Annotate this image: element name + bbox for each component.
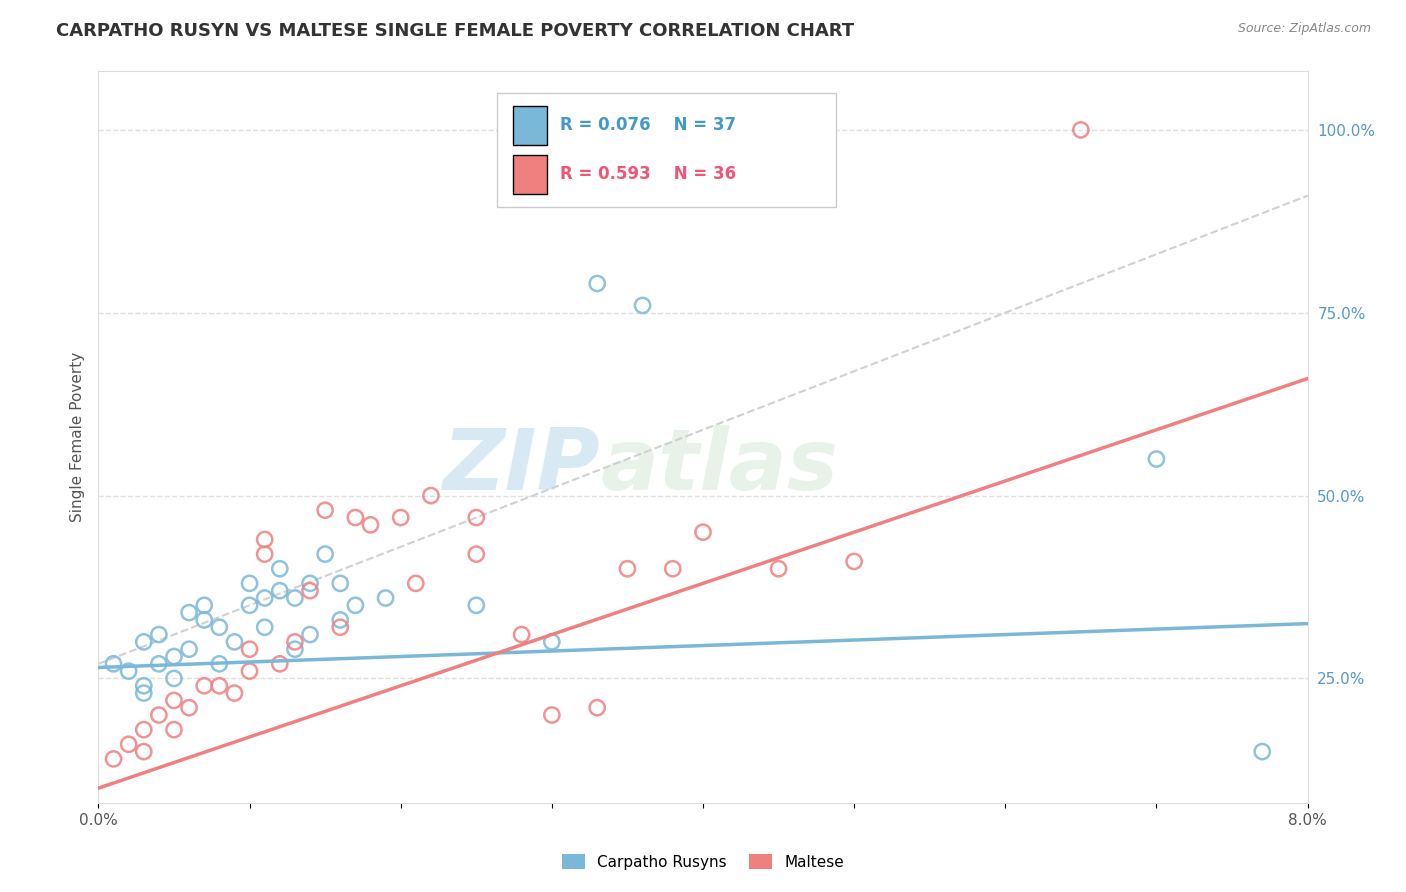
Point [253,620,276,634]
Point [163,723,186,737]
Point [692,525,714,540]
Point [329,613,352,627]
Point [284,642,307,657]
Text: Source: ZipAtlas.com: Source: ZipAtlas.com [1237,22,1371,36]
Point [208,620,231,634]
Point [360,517,382,532]
Point [253,591,276,605]
Point [586,277,609,291]
FancyBboxPatch shape [498,94,837,207]
Point [329,620,352,634]
Point [344,599,367,613]
Point [389,510,412,524]
Point [314,547,336,561]
Point [148,708,170,723]
Point [148,657,170,671]
Point [344,510,367,524]
Point [132,686,155,700]
Point [661,562,683,576]
Point [465,510,488,524]
Point [269,562,291,576]
Point [239,599,262,613]
Point [118,664,141,678]
Point [269,583,291,598]
Point [269,657,291,671]
Point [374,591,396,605]
Text: atlas: atlas [600,425,838,508]
Point [299,583,322,598]
Point [239,576,262,591]
Point [1146,452,1168,467]
Legend: Carpatho Rusyns, Maltese: Carpatho Rusyns, Maltese [555,847,851,876]
Y-axis label: Single Female Poverty: Single Female Poverty [69,352,84,522]
Point [163,693,186,707]
Point [1070,123,1092,137]
Point [844,554,866,568]
Point [314,503,336,517]
Point [540,708,562,723]
Point [118,737,141,751]
Point [224,635,246,649]
Point [179,606,201,620]
Point [208,657,231,671]
Point [239,664,262,678]
Point [132,635,155,649]
Point [299,627,322,641]
Point [163,672,186,686]
Text: R = 0.076    N = 37: R = 0.076 N = 37 [561,117,737,135]
Point [193,679,215,693]
Point [1251,745,1274,759]
Point [253,547,276,561]
Point [329,576,352,591]
FancyBboxPatch shape [513,106,547,145]
Point [193,599,215,613]
Point [132,679,155,693]
Point [179,642,201,657]
Text: R = 0.593    N = 36: R = 0.593 N = 36 [561,166,737,184]
Point [253,533,276,547]
Point [586,700,609,714]
Point [224,686,246,700]
Text: ZIP: ZIP [443,425,600,508]
Point [103,752,125,766]
Point [132,723,155,737]
Point [465,599,488,613]
Point [163,649,186,664]
Text: CARPATHO RUSYN VS MALTESE SINGLE FEMALE POVERTY CORRELATION CHART: CARPATHO RUSYN VS MALTESE SINGLE FEMALE … [56,22,855,40]
Point [208,679,231,693]
Point [148,627,170,641]
Point [103,657,125,671]
Point [132,745,155,759]
Point [179,700,201,714]
Point [616,562,638,576]
Point [405,576,427,591]
Point [239,642,262,657]
Point [193,613,215,627]
Point [299,576,322,591]
Point [510,627,533,641]
Point [631,298,654,312]
FancyBboxPatch shape [513,155,547,194]
Point [768,562,790,576]
Point [284,591,307,605]
Point [465,547,488,561]
Point [540,635,562,649]
Point [420,489,443,503]
Point [284,635,307,649]
